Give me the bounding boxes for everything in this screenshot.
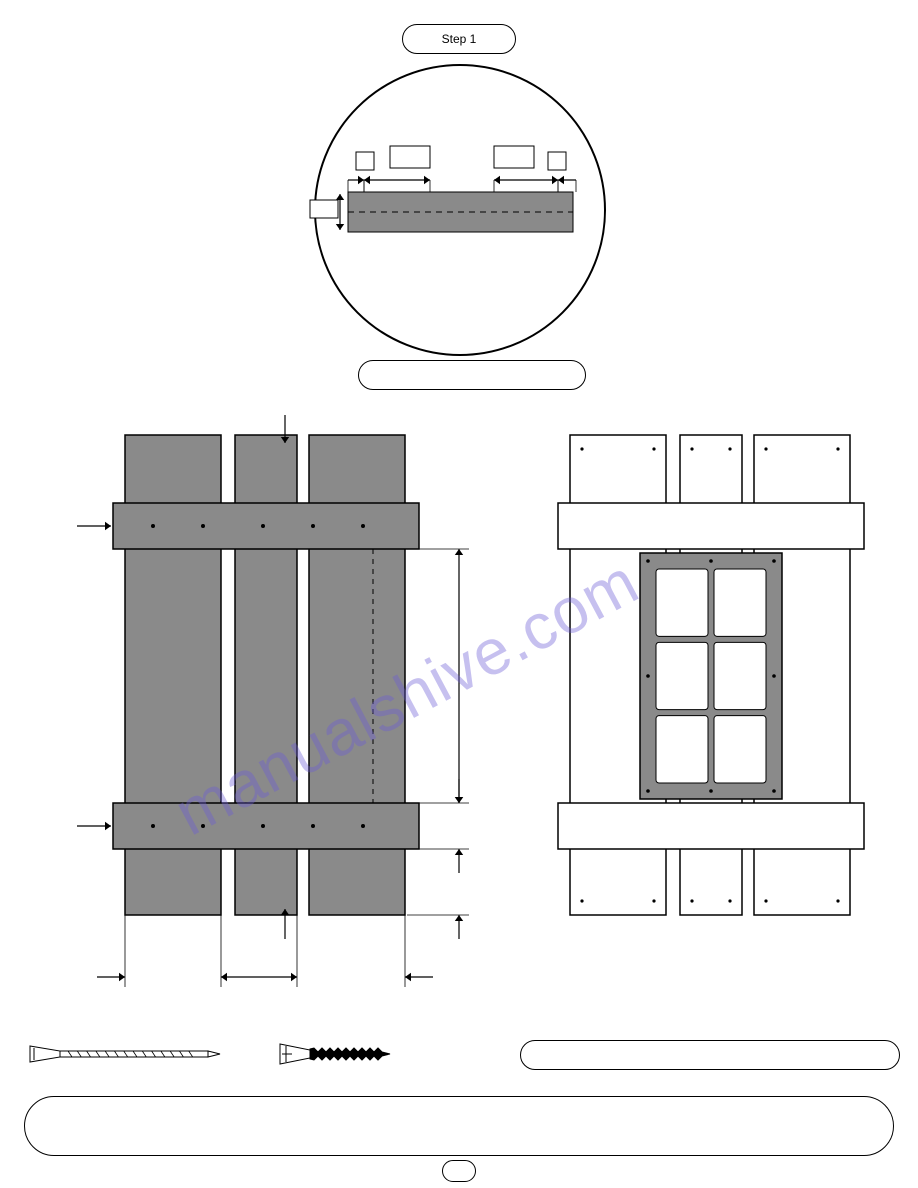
hardware-pill	[520, 1040, 900, 1070]
detail-under-pill	[358, 360, 586, 390]
detail-circle-diagram	[0, 0, 918, 410]
panel-diagrams	[0, 400, 918, 1020]
tip-pill	[24, 1096, 894, 1156]
screw-icons	[0, 1036, 500, 1086]
page-number-pill	[442, 1160, 476, 1182]
